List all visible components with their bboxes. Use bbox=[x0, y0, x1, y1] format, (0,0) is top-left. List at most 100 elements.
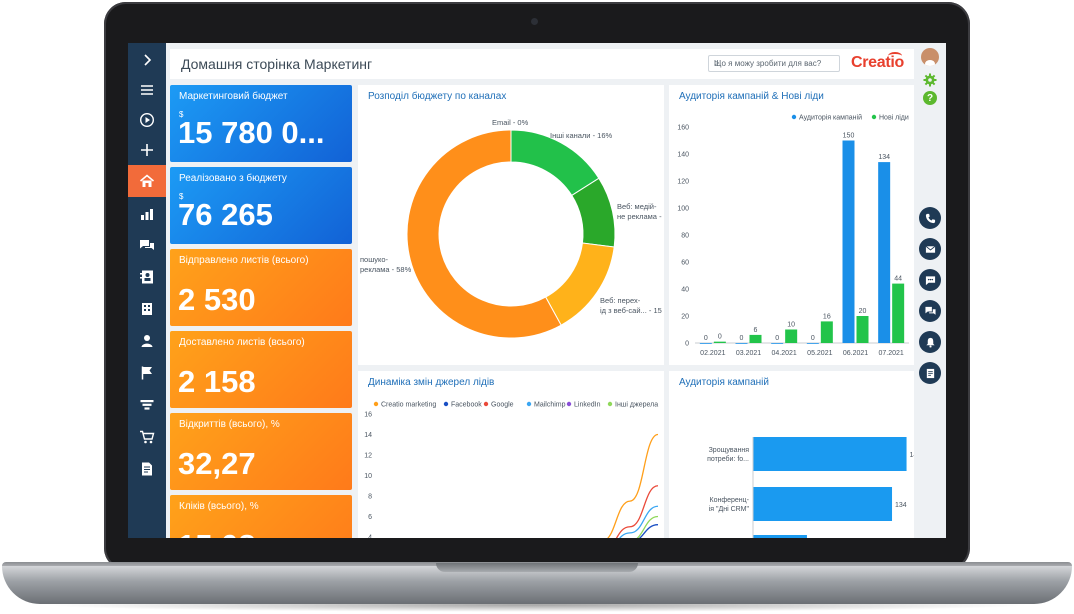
bar-value-label: 0 bbox=[704, 335, 708, 342]
kpi-clicks[interactable]: Кліків (всього), % 15,08 bbox=[170, 495, 352, 538]
budget-distribution-widget[interactable]: Розподіл бюджету по каналах Email - 0% Ін… bbox=[358, 85, 664, 365]
notes-button[interactable] bbox=[919, 362, 941, 384]
legend-marker bbox=[443, 401, 449, 407]
nav-add[interactable] bbox=[128, 135, 166, 165]
document-icon bbox=[142, 462, 152, 476]
legend-label: Mailchimp bbox=[534, 402, 566, 409]
kpi-marketing-budget[interactable]: Маркетинговий бюджет $ 15 780 0... bbox=[170, 85, 352, 162]
bar bbox=[749, 334, 762, 343]
funnel-icon bbox=[140, 400, 154, 410]
nav-menu[interactable] bbox=[128, 75, 166, 105]
message-button[interactable] bbox=[919, 269, 941, 291]
bar-value-label: 148 bbox=[910, 452, 914, 459]
x-tick-label: 04.2021 bbox=[772, 350, 797, 357]
kpi-opens[interactable]: Відкриттів (всього), % 32,27 bbox=[170, 413, 352, 490]
nav-campaigns[interactable] bbox=[128, 358, 166, 388]
page-title: Домашня сторінка Маркетинг bbox=[181, 56, 373, 72]
nav-funnel[interactable] bbox=[128, 390, 166, 420]
kpi-emails-sent[interactable]: Відправлено листів (всього) 2 530 bbox=[170, 249, 352, 326]
kpi-unit: $ bbox=[179, 192, 184, 201]
category-label: Зрощування bbox=[709, 447, 750, 454]
left-nav bbox=[128, 43, 166, 538]
kpi-value: 2 530 bbox=[178, 282, 256, 317]
cart-icon bbox=[140, 430, 155, 444]
series-line bbox=[606, 433, 659, 538]
kpi-value: 76 265 bbox=[178, 197, 273, 232]
widget-title: Аудиторія кампаній bbox=[679, 377, 769, 388]
slice-label: пошуко- bbox=[360, 255, 389, 264]
legend-label: Google bbox=[491, 402, 514, 409]
bar-value-label: 6 bbox=[754, 327, 758, 334]
kpi-emails-delivered[interactable]: Доставлено листів (всього) 2 158 bbox=[170, 331, 352, 408]
y-tick-label: 8 bbox=[368, 494, 372, 501]
nav-leads[interactable] bbox=[128, 326, 166, 356]
slice-label: Веб: перех- bbox=[600, 296, 641, 305]
nav-feed[interactable] bbox=[128, 231, 166, 261]
search-placeholder: Що я можу зробити для вас? bbox=[714, 59, 822, 68]
kpi-budget-spent[interactable]: Реалізовано з бюджету $ 76 265 bbox=[170, 167, 352, 244]
legend-marker bbox=[791, 114, 797, 120]
bar-value-label: 44 bbox=[894, 276, 902, 283]
bar bbox=[699, 343, 712, 344]
nav-home[interactable] bbox=[128, 165, 166, 197]
kpi-title: Реалізовано з бюджету bbox=[179, 173, 287, 184]
building-icon bbox=[142, 303, 152, 315]
avatar[interactable] bbox=[921, 48, 939, 66]
campaign-audience-widget[interactable]: Аудиторія кампаній 148 Зрощуванняпотреби:… bbox=[669, 371, 914, 538]
laptop-base bbox=[2, 566, 1072, 604]
nav-contacts[interactable] bbox=[128, 262, 166, 292]
notifications-button[interactable] bbox=[919, 331, 941, 353]
plus-icon bbox=[141, 144, 153, 156]
y-tick-label: 10 bbox=[364, 473, 372, 480]
nav-processes[interactable] bbox=[128, 105, 166, 135]
email-button[interactable] bbox=[919, 238, 941, 260]
hbar bbox=[753, 487, 893, 521]
chat-button[interactable] bbox=[919, 300, 941, 322]
bar bbox=[820, 321, 833, 343]
legend-marker bbox=[566, 401, 572, 407]
kpi-title: Відправлено листів (всього) bbox=[179, 255, 309, 266]
bell-icon bbox=[925, 337, 935, 348]
nav-accounts[interactable] bbox=[128, 294, 166, 324]
y-tick-label: 120 bbox=[677, 179, 689, 186]
settings-icon[interactable] bbox=[923, 73, 937, 87]
nav-documents[interactable] bbox=[128, 454, 166, 484]
flag-icon bbox=[141, 366, 152, 380]
slice-label: Інші канали - 16% bbox=[550, 131, 612, 140]
logo-arc bbox=[888, 52, 902, 60]
top-header: Домашня сторінка Маркетинг Що я можу зро… bbox=[170, 49, 914, 79]
bar bbox=[806, 343, 819, 344]
widget-title: Розподіл бюджету по каналах bbox=[368, 91, 507, 102]
y-tick-label: 4 bbox=[368, 535, 372, 539]
nav-dashboards[interactable] bbox=[128, 199, 166, 229]
y-tick-label: 160 bbox=[677, 125, 689, 132]
kpi-value: 2 158 bbox=[178, 364, 256, 399]
help-icon[interactable]: ? bbox=[923, 91, 937, 105]
bar bbox=[878, 162, 891, 343]
category-label: потреби: fo... bbox=[707, 455, 749, 463]
category-label: Конференц- bbox=[710, 497, 750, 504]
message-icon bbox=[925, 275, 935, 285]
phone-button[interactable] bbox=[919, 207, 941, 229]
slice-label: ід з веб-сай... - 15 bbox=[600, 306, 662, 315]
bar-value-label: 16 bbox=[823, 313, 831, 320]
widget-title: Динаміка змін джерел лідів bbox=[368, 377, 495, 388]
legend-label: Аудиторія кампаній bbox=[799, 114, 862, 122]
legend-label: Інші джерела bbox=[615, 401, 658, 409]
kpi-title: Доставлено листів (всього) bbox=[179, 337, 305, 348]
bar bbox=[713, 341, 726, 343]
search-input[interactable]: Що я можу зробити для вас? > bbox=[708, 55, 840, 72]
audience-leads-widget[interactable]: Аудиторія кампаній & Нові ліди 0 20 40 60 80… bbox=[669, 85, 914, 365]
y-tick-label: 14 bbox=[364, 432, 372, 439]
nav-expand[interactable] bbox=[128, 45, 166, 75]
nav-orders[interactable] bbox=[128, 422, 166, 452]
legend-marker bbox=[607, 401, 613, 407]
lead-sources-widget[interactable]: Динаміка змін джерел лідів 246810121416C… bbox=[358, 371, 664, 538]
legend-label: LinkedIn bbox=[574, 402, 601, 409]
x-tick-label: 02.2021 bbox=[700, 350, 725, 357]
kpi-title: Відкриттів (всього), % bbox=[179, 419, 280, 430]
y-tick-label: 16 bbox=[364, 412, 372, 419]
laptop-notch bbox=[436, 563, 638, 572]
home-icon bbox=[139, 174, 155, 187]
